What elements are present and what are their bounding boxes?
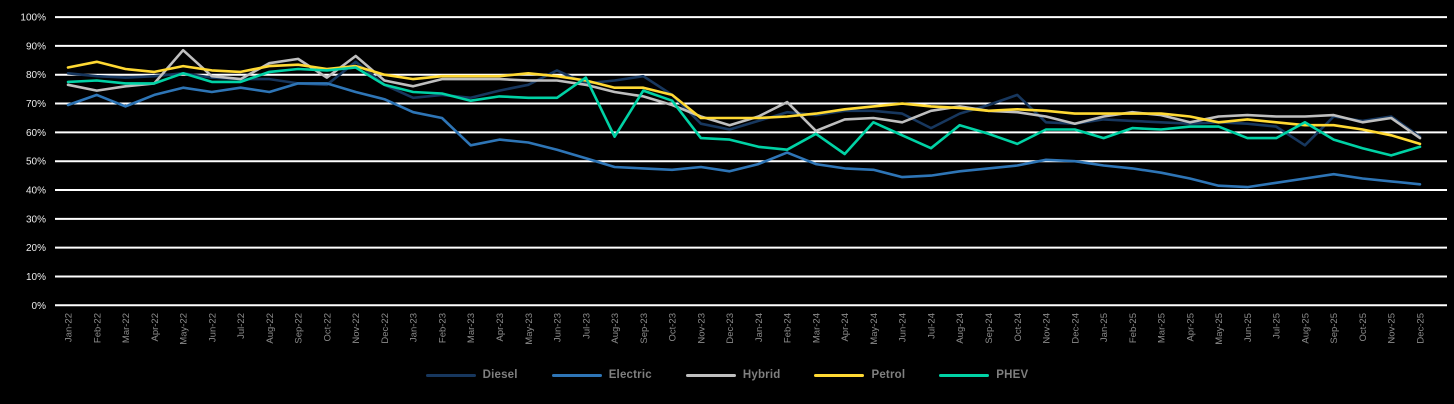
legend-item-diesel[interactable]: Diesel xyxy=(425,369,518,381)
svg-text:Nov-25: Nov-25 xyxy=(1387,313,1398,344)
series-line-phev xyxy=(66,66,1422,157)
svg-text:Jul-23: Jul-23 xyxy=(581,313,592,339)
series-line-hybrid xyxy=(66,48,1422,140)
svg-text:May-23: May-23 xyxy=(524,313,535,345)
legend-item-phev[interactable]: PHEV xyxy=(939,369,1028,381)
svg-text:30%: 30% xyxy=(26,214,46,225)
svg-text:Aug-22: Aug-22 xyxy=(265,313,276,344)
svg-text:Apr-23: Apr-23 xyxy=(495,313,506,342)
phev-line-swatch-icon xyxy=(939,373,990,377)
legend-item-hybrid[interactable]: Hybrid xyxy=(685,369,781,381)
svg-text:Sep-22: Sep-22 xyxy=(294,313,305,344)
svg-text:Nov-23: Nov-23 xyxy=(696,313,707,344)
svg-text:Jan-23: Jan-23 xyxy=(409,313,420,342)
svg-text:100%: 100% xyxy=(20,13,46,24)
svg-text:Mar-22: Mar-22 xyxy=(121,313,132,343)
svg-text:Mar-23: Mar-23 xyxy=(466,313,477,343)
series-line-petrol xyxy=(66,60,1422,146)
svg-text:Oct-23: Oct-23 xyxy=(668,313,679,342)
legend-item-electric[interactable]: Electric xyxy=(551,369,652,381)
svg-text:Oct-24: Oct-24 xyxy=(1013,313,1024,342)
svg-text:Jul-25: Jul-25 xyxy=(1272,313,1283,339)
chart-legend: Diesel Electric Hybrid Petrol PHEV xyxy=(0,369,1454,381)
svg-text:Dec-23: Dec-23 xyxy=(725,313,736,344)
svg-text:Jun-24: Jun-24 xyxy=(898,313,909,342)
svg-text:Jun-22: Jun-22 xyxy=(207,313,218,342)
svg-text:Nov-22: Nov-22 xyxy=(351,313,362,344)
petrol-line-swatch-icon xyxy=(814,373,865,377)
svg-text:10%: 10% xyxy=(26,272,46,283)
svg-text:May-24: May-24 xyxy=(869,313,880,345)
svg-text:Aug-24: Aug-24 xyxy=(955,313,966,344)
svg-text:60%: 60% xyxy=(26,128,46,139)
svg-text:Aug-25: Aug-25 xyxy=(1300,313,1311,344)
svg-text:Dec-24: Dec-24 xyxy=(1070,313,1081,344)
y-axis-tick-labels: 0% 10% 20% 30% 40% 50% 60% 70% 80% 90% 100% xyxy=(20,13,46,312)
svg-text:Mar-24: Mar-24 xyxy=(811,313,822,343)
svg-text:Feb-24: Feb-24 xyxy=(783,313,794,343)
legend-label: PHEV xyxy=(996,369,1029,381)
svg-text:Apr-22: Apr-22 xyxy=(150,313,161,342)
svg-text:70%: 70% xyxy=(26,99,46,110)
svg-text:Nov-24: Nov-24 xyxy=(1042,313,1053,344)
legend-label: Hybrid xyxy=(742,369,781,381)
svg-text:Jun-23: Jun-23 xyxy=(553,313,564,342)
legend-label: Diesel xyxy=(482,369,518,381)
svg-text:20%: 20% xyxy=(26,243,46,254)
svg-text:Jan-22: Jan-22 xyxy=(64,313,75,342)
legend-label: Electric xyxy=(608,369,652,381)
svg-text:50%: 50% xyxy=(26,157,46,168)
hybrid-line-swatch-icon xyxy=(685,373,736,377)
svg-text:Jun-25: Jun-25 xyxy=(1243,313,1254,342)
series-line-diesel xyxy=(66,60,1422,147)
legend-item-petrol[interactable]: Petrol xyxy=(814,369,905,381)
svg-text:Jan-25: Jan-25 xyxy=(1099,313,1110,342)
svg-text:Feb-23: Feb-23 xyxy=(437,313,448,343)
svg-text:Jan-24: Jan-24 xyxy=(754,313,765,342)
electric-line-swatch-icon xyxy=(551,373,602,377)
svg-text:Oct-22: Oct-22 xyxy=(322,313,333,342)
svg-text:Mar-25: Mar-25 xyxy=(1157,313,1168,343)
svg-text:Apr-25: Apr-25 xyxy=(1185,313,1196,342)
svg-text:Sep-24: Sep-24 xyxy=(984,313,995,344)
svg-text:0%: 0% xyxy=(32,301,47,312)
diesel-line-swatch-icon xyxy=(425,373,476,377)
svg-text:Dec-22: Dec-22 xyxy=(380,313,391,344)
svg-text:Apr-24: Apr-24 xyxy=(840,313,851,342)
gridlines xyxy=(55,16,1447,307)
svg-text:Aug-23: Aug-23 xyxy=(610,313,621,344)
svg-text:Jul-24: Jul-24 xyxy=(926,313,937,339)
svg-text:Feb-22: Feb-22 xyxy=(92,313,103,343)
svg-text:Dec-25: Dec-25 xyxy=(1416,313,1427,344)
svg-text:Oct-25: Oct-25 xyxy=(1358,313,1369,342)
series-line-electric xyxy=(66,82,1422,189)
series-lines xyxy=(66,48,1422,189)
svg-text:May-22: May-22 xyxy=(179,313,190,345)
svg-text:40%: 40% xyxy=(26,186,46,197)
svg-text:80%: 80% xyxy=(26,70,46,81)
svg-text:Sep-25: Sep-25 xyxy=(1329,313,1340,344)
x-axis-tick-labels: Jan-22 Feb-22 Mar-22 Apr-22 May-22 Jun-22 Jul-… xyxy=(64,313,1427,345)
svg-text:Sep-23: Sep-23 xyxy=(639,313,650,344)
svg-text:90%: 90% xyxy=(26,41,46,52)
svg-text:Feb-25: Feb-25 xyxy=(1128,313,1139,343)
svg-text:Jul-22: Jul-22 xyxy=(236,313,247,339)
svg-text:May-25: May-25 xyxy=(1214,313,1225,345)
legend-label: Petrol xyxy=(871,369,906,381)
